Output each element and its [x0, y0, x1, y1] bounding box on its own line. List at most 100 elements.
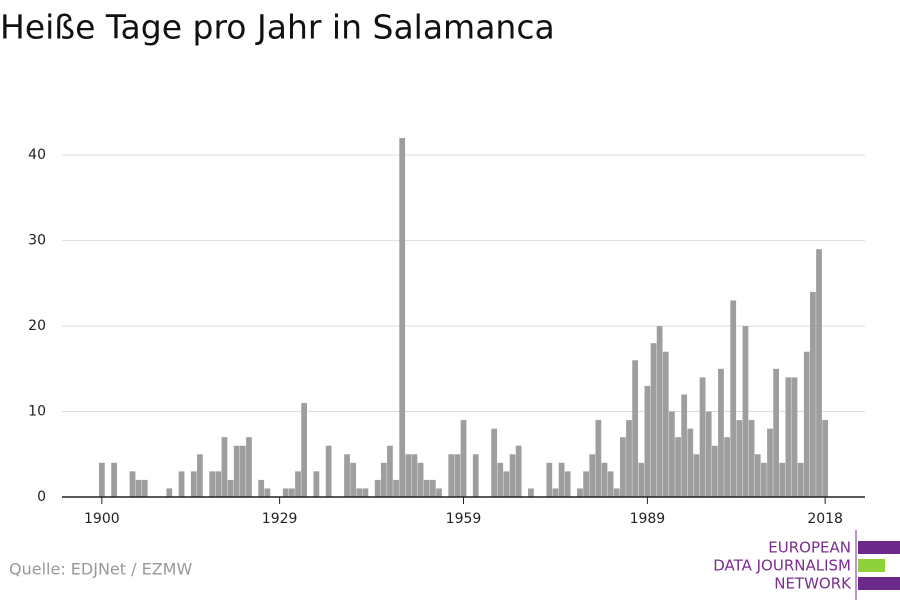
bar: [632, 360, 639, 497]
bar: [197, 454, 203, 497]
bar: [693, 454, 700, 497]
bar: [190, 471, 197, 497]
bar: [423, 479, 430, 497]
bar: [344, 454, 350, 497]
bar: [515, 445, 522, 497]
bar: [166, 488, 173, 497]
bar: [711, 445, 718, 497]
bar: [374, 479, 381, 497]
bar: [773, 368, 779, 497]
bar: [613, 488, 620, 497]
bar: [111, 462, 117, 497]
bar: [233, 445, 240, 497]
bar: [822, 420, 829, 497]
bar: [767, 428, 773, 497]
bar: [295, 471, 301, 497]
logo-text: EUROPEAN: [768, 539, 851, 557]
bar: [736, 420, 743, 497]
y-tick-label: 30: [28, 233, 46, 249]
bar: [803, 351, 810, 497]
bar: [638, 462, 645, 497]
source: Quelle: EDJNet / EZMW: [9, 560, 192, 579]
bar: [356, 488, 363, 497]
bar: [724, 437, 730, 497]
bar: [387, 445, 393, 497]
bar: [558, 462, 565, 497]
bar: [564, 471, 571, 497]
x-tick-label: 1929: [262, 511, 298, 527]
bar: [583, 471, 589, 497]
y-tick-label: 10: [28, 404, 46, 420]
logo-bar: [858, 559, 885, 572]
chart-title: Heiße Tage pro Jahr in Salamanca: [0, 8, 555, 47]
bar: [595, 420, 602, 497]
bar: [760, 462, 767, 497]
y-tick-label: 20: [28, 318, 46, 334]
bar: [129, 471, 136, 497]
bar: [810, 291, 816, 497]
logo-bar: [858, 577, 900, 590]
bar: [221, 437, 228, 497]
bar: [675, 437, 681, 497]
logo-text: DATA JOURNALISM: [713, 557, 851, 575]
bar: [436, 488, 442, 497]
bar: [460, 420, 467, 497]
bar: [785, 377, 792, 497]
x-tick-label: 1989: [630, 511, 666, 527]
bar: [282, 488, 289, 497]
bar: [546, 462, 553, 497]
bar: [705, 411, 712, 497]
bar: [619, 437, 626, 497]
bar: [288, 488, 295, 497]
bar: [687, 428, 694, 497]
bar: [644, 385, 651, 497]
bar: [779, 462, 786, 497]
bar: [681, 394, 688, 497]
bar: [178, 471, 185, 497]
bar: [239, 445, 246, 497]
bar: [98, 462, 105, 497]
bar: [350, 462, 357, 497]
bar: [325, 445, 332, 497]
bar: [662, 351, 669, 497]
bar: [577, 488, 583, 497]
bar: [791, 377, 798, 497]
bar: [135, 479, 142, 497]
bar: [141, 479, 148, 497]
bar: [448, 454, 455, 497]
x-tick-label: 1900: [84, 511, 120, 527]
bar: [258, 479, 265, 497]
bar: [699, 377, 706, 497]
bar: [797, 462, 804, 497]
bar: [607, 471, 614, 497]
bar: [656, 326, 663, 497]
bar: [601, 462, 608, 497]
bar: [380, 462, 387, 497]
bar: [264, 488, 271, 497]
bar: [589, 454, 596, 497]
x-tick-label: 1959: [446, 511, 482, 527]
bar: [227, 479, 234, 497]
bar: [626, 420, 632, 497]
bar: [417, 462, 424, 497]
bar: [730, 300, 737, 497]
bar: [528, 488, 534, 497]
bar: [393, 479, 399, 497]
bar: [209, 471, 216, 497]
bar: [509, 454, 516, 497]
bar: [246, 437, 252, 497]
logo-bar: [858, 541, 900, 554]
bar: [399, 138, 406, 497]
x-tick-label: 2018: [807, 511, 843, 527]
bar: [301, 403, 308, 497]
logo-text: NETWORK: [774, 575, 852, 593]
bar: [552, 488, 559, 497]
bar: [472, 454, 479, 497]
bar: [491, 428, 498, 497]
bar: [362, 488, 369, 497]
bar: [503, 471, 510, 497]
bar: [669, 411, 675, 497]
bar: [650, 343, 657, 497]
bar: [215, 471, 222, 497]
